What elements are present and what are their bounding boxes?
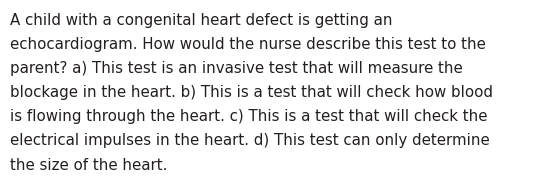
Text: the size of the heart.: the size of the heart. <box>10 158 167 173</box>
Text: is flowing through the heart. c) This is a test that will check the: is flowing through the heart. c) This is… <box>10 109 488 124</box>
Text: echocardiogram. How would the nurse describe this test to the: echocardiogram. How would the nurse desc… <box>10 37 486 52</box>
Text: parent? a) This test is an invasive test that will measure the: parent? a) This test is an invasive test… <box>10 61 463 76</box>
Text: blockage in the heart. b) This is a test that will check how blood: blockage in the heart. b) This is a test… <box>10 85 493 100</box>
Text: electrical impulses in the heart. d) This test can only determine: electrical impulses in the heart. d) Thi… <box>10 133 490 149</box>
Text: A child with a congenital heart defect is getting an: A child with a congenital heart defect i… <box>10 13 392 28</box>
